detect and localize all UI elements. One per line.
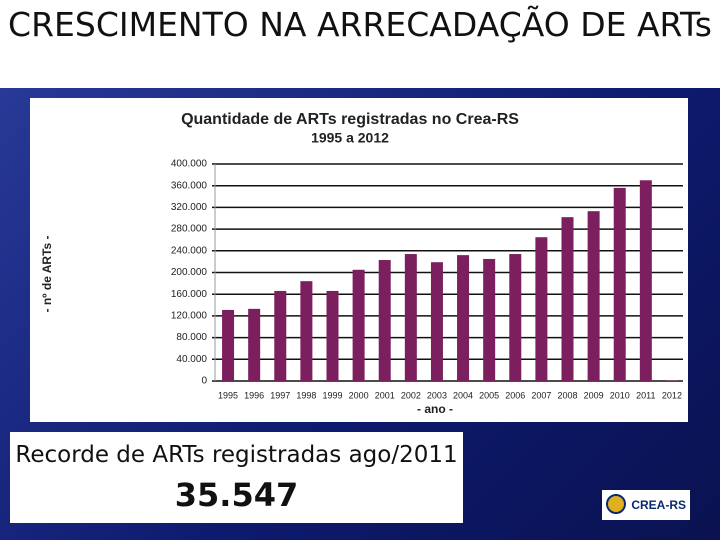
bar bbox=[483, 258, 496, 381]
chart-title: Quantidade de ARTs registradas no Crea-R… bbox=[181, 111, 519, 128]
y-tick-label: 200.000 bbox=[171, 267, 208, 278]
bar bbox=[248, 308, 261, 381]
record-box: Recorde de ARTs registradas ago/2011 35.… bbox=[10, 432, 463, 523]
y-tick-label: 80.000 bbox=[176, 332, 207, 343]
y-tick-label: 0 bbox=[201, 376, 207, 387]
bar bbox=[222, 309, 235, 381]
x-tick-label: 2003 bbox=[427, 390, 447, 400]
bar bbox=[300, 281, 313, 381]
x-axis-label: - ano - bbox=[417, 402, 453, 416]
y-tick-label: 120.000 bbox=[171, 311, 208, 322]
bar bbox=[352, 269, 365, 381]
x-tick-label: 2011 bbox=[636, 390, 655, 400]
bar bbox=[457, 255, 470, 381]
slide-title: CRESCIMENTO NA ARRECADAÇÃO DE ARTs bbox=[8, 5, 712, 44]
bar bbox=[613, 187, 626, 381]
bar bbox=[274, 290, 287, 381]
bar bbox=[378, 260, 391, 381]
bar bbox=[561, 217, 574, 381]
bar bbox=[665, 380, 678, 381]
y-tick-label: 400.000 bbox=[171, 159, 208, 170]
x-tick-label: 2006 bbox=[505, 390, 525, 400]
bar bbox=[326, 290, 339, 381]
chart: Quantidade de ARTs registradas no Crea-R… bbox=[30, 98, 688, 422]
x-tick-label: 2008 bbox=[557, 390, 577, 400]
bar bbox=[535, 237, 548, 381]
logo: CREA-RS bbox=[602, 490, 690, 520]
bar bbox=[430, 262, 443, 381]
y-tick-label: 160.000 bbox=[171, 289, 208, 300]
y-tick-label: 360.000 bbox=[171, 180, 208, 191]
y-axis-label: - nº de ARTs - bbox=[40, 235, 54, 312]
bar bbox=[509, 254, 522, 381]
x-tick-label: 2007 bbox=[531, 390, 551, 400]
record-value: 35.547 bbox=[174, 476, 299, 514]
chart-subtitle: 1995 a 2012 bbox=[311, 130, 389, 146]
x-tick-label: 2012 bbox=[662, 390, 682, 400]
bar bbox=[587, 211, 600, 381]
x-tick-label: 1999 bbox=[322, 390, 342, 400]
x-tick-label: 2002 bbox=[401, 390, 421, 400]
record-text: Recorde de ARTs registradas ago/2011 bbox=[15, 442, 458, 468]
x-tick-label: 2001 bbox=[375, 390, 395, 400]
x-tick-label: 2010 bbox=[610, 390, 630, 400]
x-tick-label: 2004 bbox=[453, 390, 473, 400]
x-tick-label: 2005 bbox=[479, 390, 499, 400]
x-tick-label: 1996 bbox=[244, 390, 264, 400]
bar bbox=[639, 180, 652, 381]
x-tick-label: 2009 bbox=[584, 390, 604, 400]
x-tick-label: 2000 bbox=[349, 390, 369, 400]
x-tick-label: 1997 bbox=[270, 390, 290, 400]
bar bbox=[404, 254, 417, 381]
y-tick-label: 320.000 bbox=[171, 202, 208, 213]
y-tick-label: 40.000 bbox=[176, 354, 207, 365]
x-tick-label: 1998 bbox=[296, 390, 316, 400]
x-tick-label: 1995 bbox=[218, 390, 238, 400]
title-band: CRESCIMENTO NA ARRECADAÇÃO DE ARTs bbox=[0, 0, 720, 88]
y-tick-label: 280.000 bbox=[171, 224, 208, 235]
y-tick-label: 240.000 bbox=[171, 245, 208, 256]
